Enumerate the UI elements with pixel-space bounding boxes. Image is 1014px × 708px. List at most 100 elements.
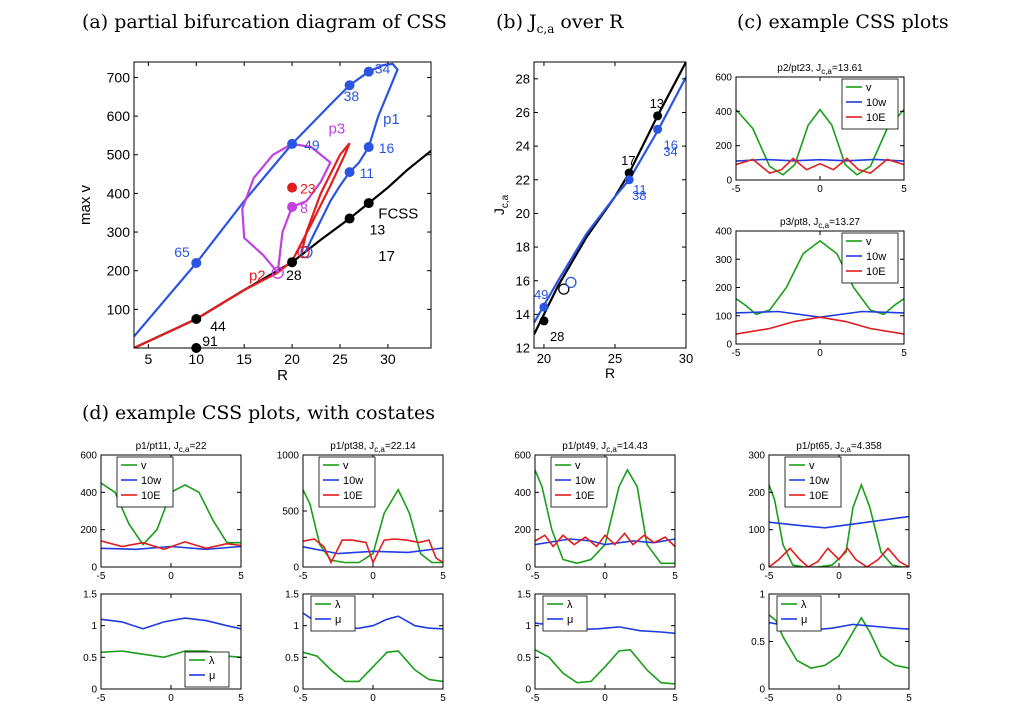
legend-label-e2: μ bbox=[335, 614, 341, 626]
point-a bbox=[287, 182, 298, 193]
ytick-label-e4: 0.5 bbox=[751, 637, 765, 648]
ytick-label-a: 100 bbox=[107, 301, 131, 317]
series-e4-λ bbox=[769, 614, 909, 669]
legend-label-d4: 10w bbox=[809, 475, 829, 487]
point-label-a: 65 bbox=[174, 244, 190, 260]
ylabel-b: Jc,a bbox=[491, 194, 511, 215]
point-a bbox=[344, 213, 355, 224]
xtick-label-d1: 0 bbox=[168, 571, 174, 582]
ytick-label-d4: 200 bbox=[748, 488, 765, 499]
point-a bbox=[191, 314, 202, 325]
ytick-label-e2: 0 bbox=[293, 685, 299, 696]
xtick-label-d1: 5 bbox=[238, 571, 244, 582]
xtick-label-d3: 5 bbox=[672, 571, 678, 582]
ytick-label-e1: 0.5 bbox=[83, 653, 97, 664]
xtick-label-a: 25 bbox=[332, 351, 348, 367]
legend-label-e4: μ bbox=[801, 614, 807, 626]
ytick-label-d4: 300 bbox=[748, 451, 765, 462]
xtick-label-b: 20 bbox=[537, 351, 551, 366]
ytick-label-c2: 200 bbox=[715, 283, 732, 294]
point-label-a: 34 bbox=[375, 61, 391, 77]
xlabel-b: R bbox=[605, 365, 615, 381]
series-d1-10E bbox=[101, 540, 241, 551]
plot-title-d2: p1/pt38, Jc,a=22.14 bbox=[330, 441, 416, 454]
point-label-a: 23 bbox=[300, 181, 316, 197]
xtick-label-e3: 5 bbox=[672, 693, 678, 704]
legend-label-e2: λ bbox=[335, 599, 341, 611]
xtick-label-e1: 5 bbox=[238, 693, 244, 704]
xtick-label-c1: -5 bbox=[732, 184, 741, 195]
series-c1-v bbox=[736, 108, 904, 176]
series-d4-10E bbox=[769, 546, 909, 567]
xtick-label-b: 30 bbox=[679, 351, 693, 366]
point-label-b: 28 bbox=[550, 329, 564, 344]
point-label-a: 91 bbox=[202, 333, 218, 349]
ytick-label-b: 26 bbox=[516, 105, 530, 120]
legend-label-d1: 10w bbox=[141, 475, 161, 487]
series-e2-λ bbox=[303, 650, 443, 683]
ytick-label-e4: 1 bbox=[759, 590, 765, 601]
legend-label-c1: 10E bbox=[866, 112, 886, 124]
xtick-label-c1: 5 bbox=[901, 184, 907, 195]
ytick-label-e3: 1 bbox=[525, 621, 531, 632]
series-b-p1 bbox=[534, 76, 686, 324]
curve-label-a: FCSS bbox=[378, 206, 418, 223]
xtick-label-e2: 0 bbox=[370, 693, 376, 704]
plot-title-c2: p3/pt8, Jc,a=13.27 bbox=[780, 217, 860, 230]
legend-label-c2: 10w bbox=[866, 251, 886, 263]
ytick-label-b: 20 bbox=[516, 206, 530, 221]
point-a bbox=[191, 257, 202, 268]
point-b bbox=[624, 175, 634, 185]
ytick-label-d2: 0 bbox=[293, 563, 299, 574]
legend-label-d4: 10E bbox=[809, 490, 829, 502]
ytick-label-a: 200 bbox=[107, 263, 131, 279]
legend-label-d2: 10E bbox=[343, 490, 363, 502]
point-a bbox=[191, 343, 202, 353]
point-label-a: 8 bbox=[300, 200, 308, 216]
ytick-label-d3: 200 bbox=[514, 525, 531, 536]
point-label-a: 28 bbox=[286, 267, 302, 283]
title-c: (c) example CSS plots bbox=[737, 11, 949, 33]
point-a bbox=[287, 201, 298, 212]
series-c1-10E bbox=[736, 157, 904, 174]
ytick-label-c2: 400 bbox=[715, 227, 732, 238]
legend-label-d1: 10E bbox=[141, 490, 161, 502]
ytick-label-e1: 0 bbox=[91, 685, 97, 696]
plot-title-d1: p1/pt11, Jc,a=22 bbox=[136, 441, 207, 454]
xtick-label-d2: 0 bbox=[370, 571, 376, 582]
xtick-label-a: 20 bbox=[284, 351, 300, 367]
legend-box-e4 bbox=[776, 595, 822, 632]
xtick-label-e4: -5 bbox=[765, 693, 774, 704]
axes-frame-b bbox=[533, 61, 687, 349]
point-a bbox=[287, 257, 298, 268]
legend-label-d2: v bbox=[343, 460, 349, 472]
ytick-label-d2: 1000 bbox=[277, 451, 300, 462]
xtick-label-c1: 0 bbox=[817, 184, 823, 195]
ytick-label-c1: 400 bbox=[715, 107, 732, 118]
ytick-label-b: 22 bbox=[516, 172, 530, 187]
xtick-label-a: 10 bbox=[188, 351, 204, 367]
point-label-b: 11 bbox=[633, 182, 647, 197]
point-a bbox=[363, 66, 374, 77]
open-point-b bbox=[558, 283, 570, 295]
legend-box-e2 bbox=[310, 595, 356, 632]
point-b bbox=[539, 302, 549, 312]
curve-label-a: p2 bbox=[249, 267, 266, 284]
legend-label-d4: v bbox=[809, 460, 815, 472]
point-a bbox=[344, 167, 355, 178]
title-b: (b) Jc,a over R bbox=[496, 11, 624, 36]
legend-label-c1: 10w bbox=[866, 97, 886, 109]
point-a bbox=[344, 80, 355, 91]
xtick-label-a: 5 bbox=[144, 351, 152, 367]
ytick-label-a: 300 bbox=[107, 224, 131, 240]
ytick-label-b: 24 bbox=[516, 139, 530, 154]
extra-label-b: 34 bbox=[663, 144, 677, 159]
ytick-label-b: 16 bbox=[516, 273, 530, 288]
ytick-label-a: 700 bbox=[107, 69, 131, 85]
series-a-p2 bbox=[134, 142, 351, 348]
ytick-label-d4: 0 bbox=[759, 563, 765, 574]
ytick-label-b: 14 bbox=[516, 307, 530, 322]
point-label-a: 38 bbox=[344, 88, 360, 104]
point-label-b: 13 bbox=[650, 96, 664, 111]
